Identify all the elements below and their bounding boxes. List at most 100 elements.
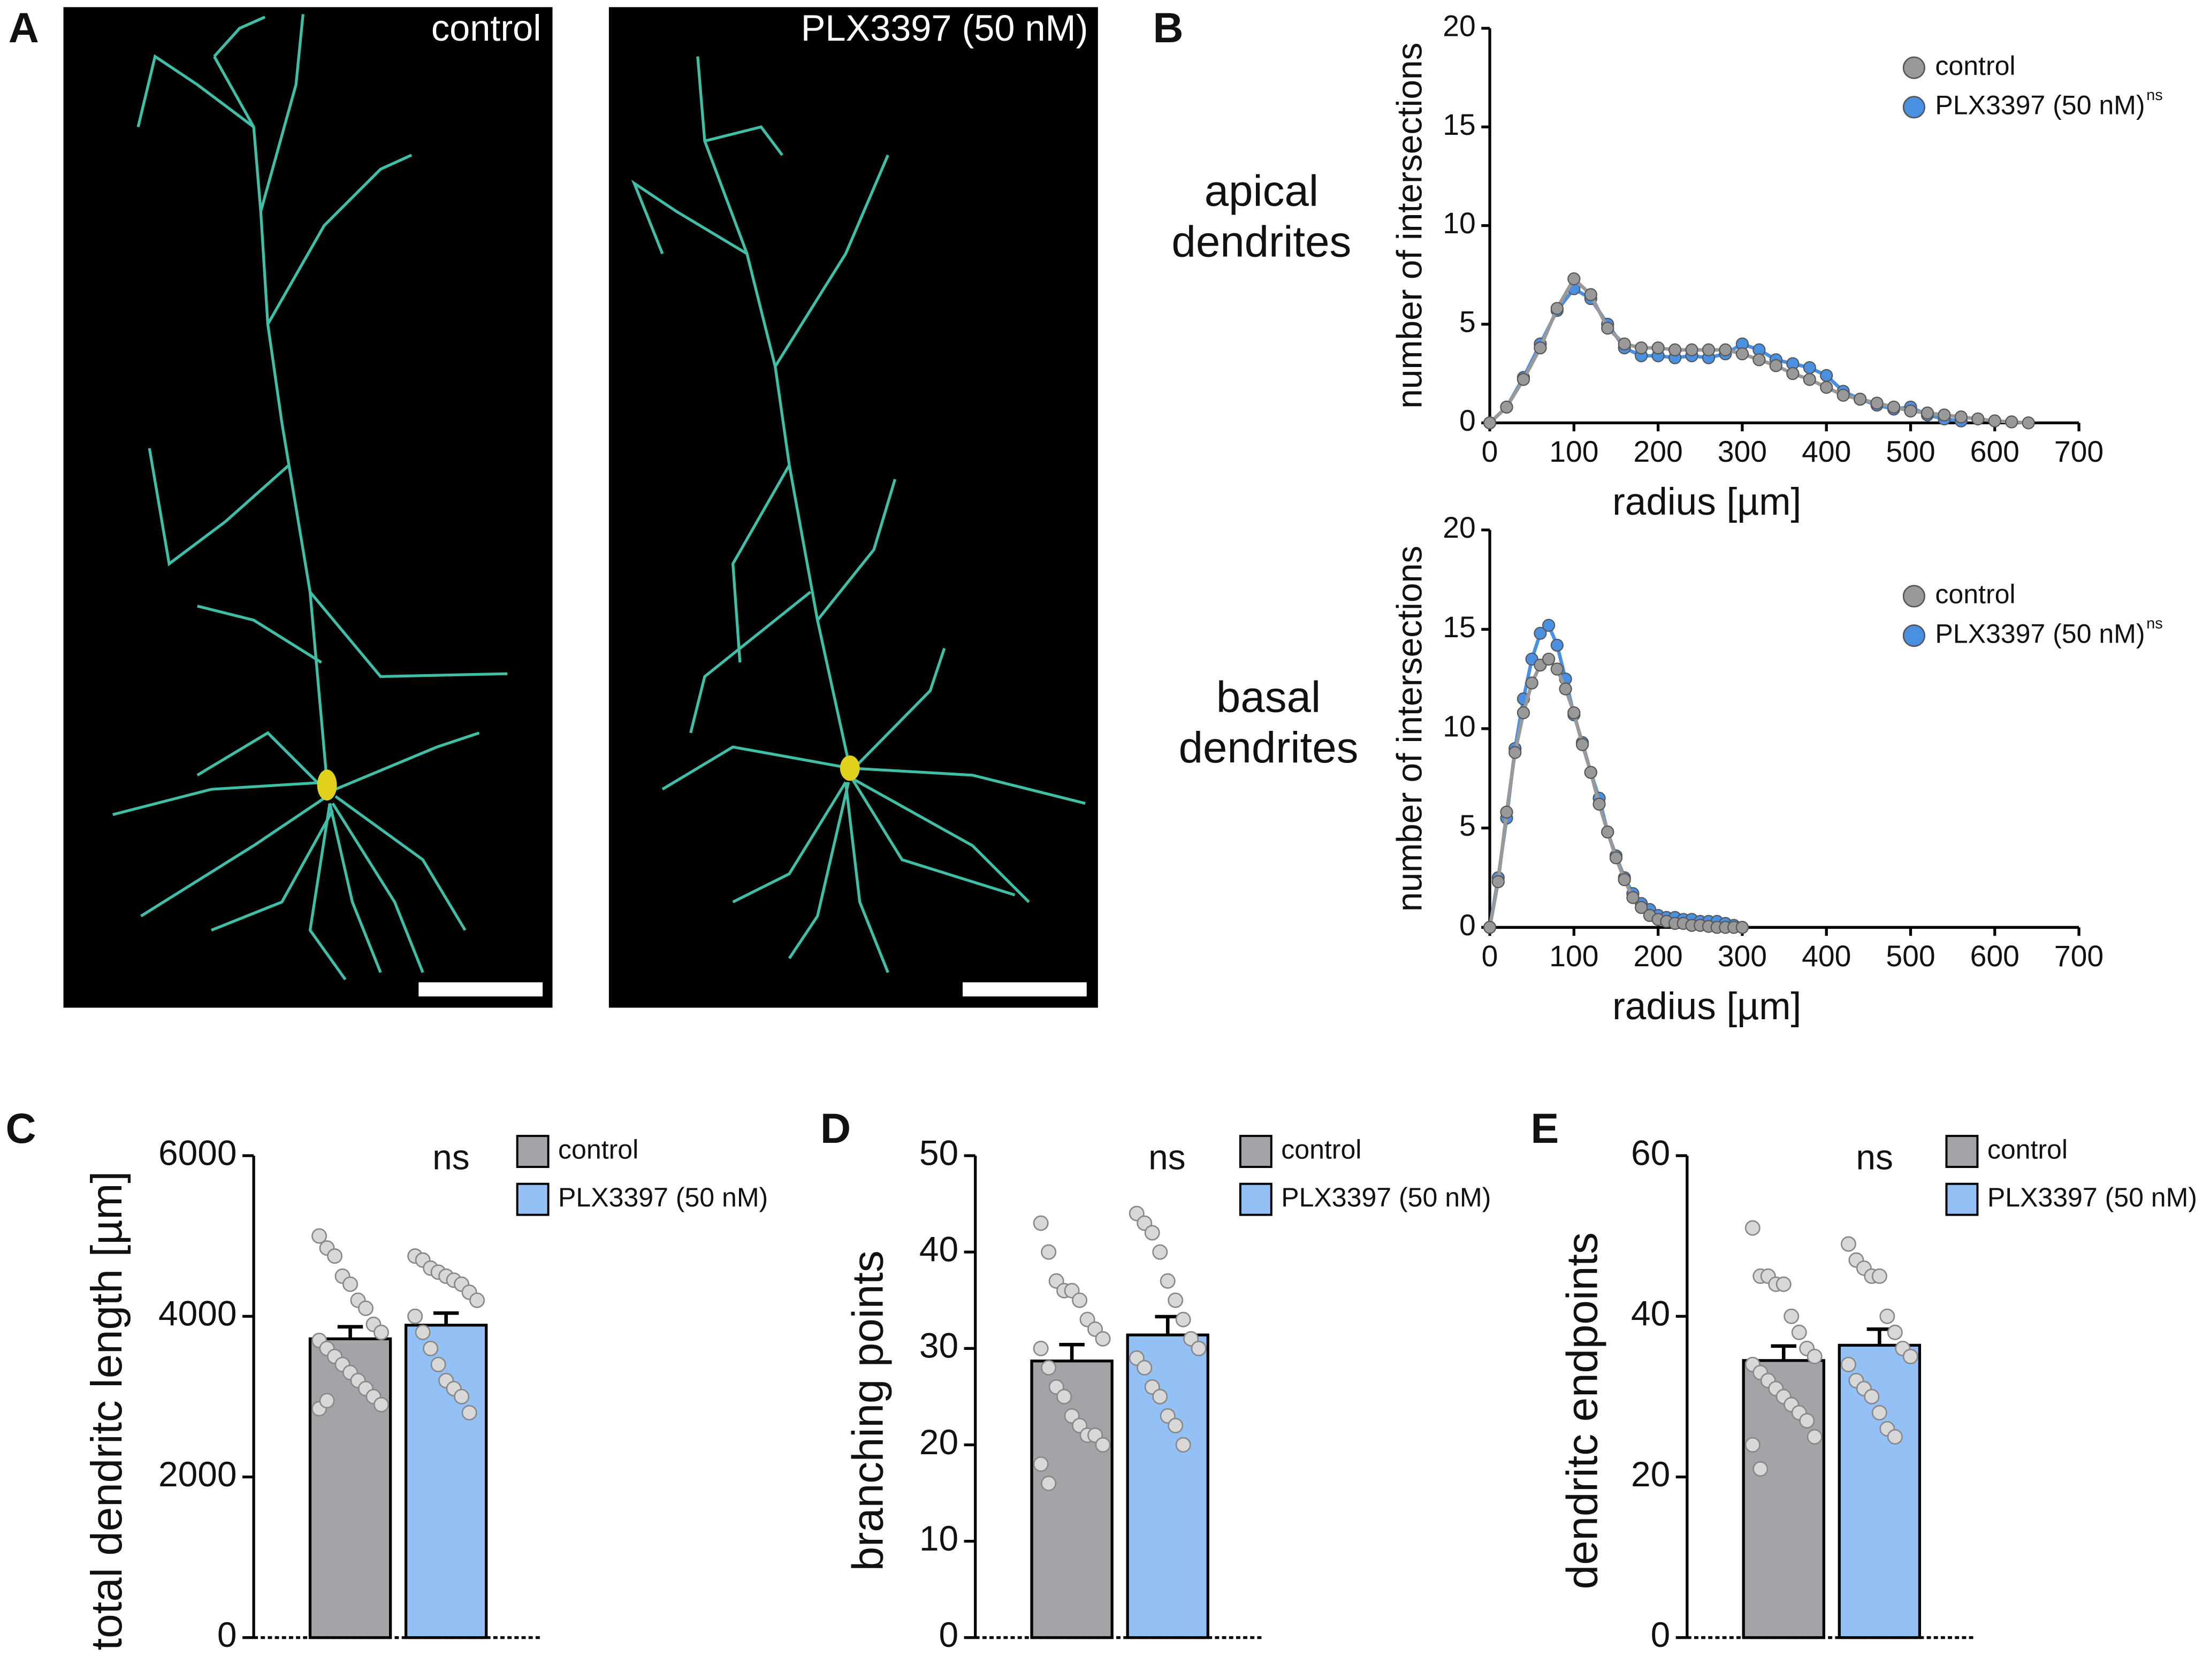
y-axis-title: number of intersections [1390, 546, 1429, 912]
y-tick-label: 20 [919, 1422, 958, 1462]
y-tick-label: 20 [1631, 1454, 1670, 1494]
data-point [1807, 1348, 1823, 1364]
data-point [1041, 1360, 1057, 1376]
y-tick-label: 40 [919, 1230, 958, 1269]
y-axis-title: number of intersections [1390, 42, 1429, 408]
data-point [1820, 380, 1833, 394]
x-tick-label: 600 [1970, 940, 2020, 973]
data-point [1820, 369, 1833, 382]
data-point [1534, 627, 1547, 640]
data-point [1685, 343, 1698, 357]
data-point [2022, 416, 2035, 430]
data-point [1769, 359, 1782, 372]
y-tick-label: 50 [919, 1133, 958, 1172]
x-axis-title: radius [µm] [1612, 986, 1801, 1028]
data-point [1840, 1356, 1856, 1372]
x-tick-label: 0 [1482, 435, 1498, 468]
data-point [1635, 341, 1648, 355]
data-point [1988, 414, 2001, 427]
data-point [415, 1324, 431, 1340]
x-tick-label: 600 [1970, 435, 2020, 468]
data-point [1775, 1276, 1792, 1292]
data-point [454, 1388, 470, 1404]
significance-label: ns [2146, 615, 2163, 632]
legend-swatch [1239, 1135, 1272, 1169]
data-point [1803, 373, 1816, 386]
data-point [1056, 1388, 1072, 1404]
panel-letter: B [1153, 4, 1184, 51]
data-point [1041, 1476, 1057, 1492]
data-point [1635, 901, 1648, 914]
data-point [1803, 361, 1816, 375]
y-tick-label: 6000 [158, 1133, 237, 1172]
y-tick-label: 5 [1459, 809, 1476, 842]
y-tick-label: 10 [1443, 207, 1476, 240]
data-point [1618, 873, 1631, 887]
neuron-image [63, 7, 553, 1008]
x-tick-label: 400 [1802, 940, 1851, 973]
x-tick-label: 300 [1718, 435, 1767, 468]
image-label: PLX3397 (50 nM) [801, 7, 1088, 49]
data-point [1542, 618, 1556, 632]
data-point [1550, 302, 1564, 315]
x-tick-label: 100 [1549, 940, 1598, 973]
bar [1742, 1359, 1825, 1639]
data-point [1887, 1324, 1903, 1340]
legend-swatch [516, 1182, 550, 1216]
data-point [1864, 1388, 1880, 1404]
data-point [1626, 891, 1640, 904]
significance-label: ns [1148, 1137, 1186, 1177]
chart-title-box: basal dendrites [1179, 673, 1359, 773]
data-point [342, 1276, 359, 1292]
bar [1838, 1343, 1922, 1639]
data-point [1525, 676, 1538, 690]
data-point [1483, 416, 1497, 430]
data-point [1072, 1292, 1088, 1308]
y-tick-label: 10 [919, 1518, 958, 1558]
x-tick-label: 100 [1549, 435, 1598, 468]
legend-label: PLX3397 (50 nM) [1987, 1182, 2197, 1212]
data-point [1191, 1340, 1207, 1356]
x-axis-title: radius [µm] [1612, 481, 1801, 523]
data-point [1033, 1340, 1049, 1356]
data-point [1592, 797, 1606, 811]
error-bar [1059, 1342, 1085, 1361]
data-point [1550, 638, 1564, 652]
significance-label: ns [432, 1137, 470, 1177]
data-point [1542, 652, 1556, 666]
data-point [1744, 1220, 1761, 1236]
data-point [1584, 288, 1597, 301]
data-point [1954, 410, 1968, 424]
data-point [1871, 1268, 1887, 1284]
y-axis-title: total dendritc length [µm] [82, 1171, 131, 1651]
data-point [1735, 921, 1749, 934]
y-tick-label: 60 [1631, 1133, 1670, 1172]
data-point [1567, 706, 1581, 720]
data-point [373, 1396, 389, 1412]
data-point [1668, 343, 1682, 357]
data-point [1516, 373, 1530, 386]
legend-marker [1902, 96, 1925, 119]
data-point [1168, 1417, 1184, 1433]
data-point [1938, 408, 1951, 422]
data-point [1144, 1225, 1160, 1241]
y-axis-title: dendritc endpoints [1558, 1232, 1607, 1589]
data-point [1516, 706, 1530, 720]
y-tick-label: 0 [1651, 1615, 1671, 1654]
legend-label: control [1281, 1134, 1361, 1164]
data-point [1559, 682, 1572, 696]
neuron-image [608, 7, 1098, 1008]
data-point [1609, 851, 1623, 865]
x-tick-label: 700 [2054, 435, 2104, 468]
data-point [1784, 1308, 1800, 1324]
y-tick-label: 0 [939, 1615, 958, 1654]
data-point [1152, 1388, 1168, 1404]
data-point [1033, 1456, 1049, 1472]
data-point [1483, 921, 1497, 934]
data-point [358, 1300, 374, 1316]
legend-swatch [1239, 1182, 1272, 1216]
data-point [1744, 1437, 1761, 1453]
data-point [1175, 1437, 1191, 1453]
data-point [1786, 367, 1800, 380]
